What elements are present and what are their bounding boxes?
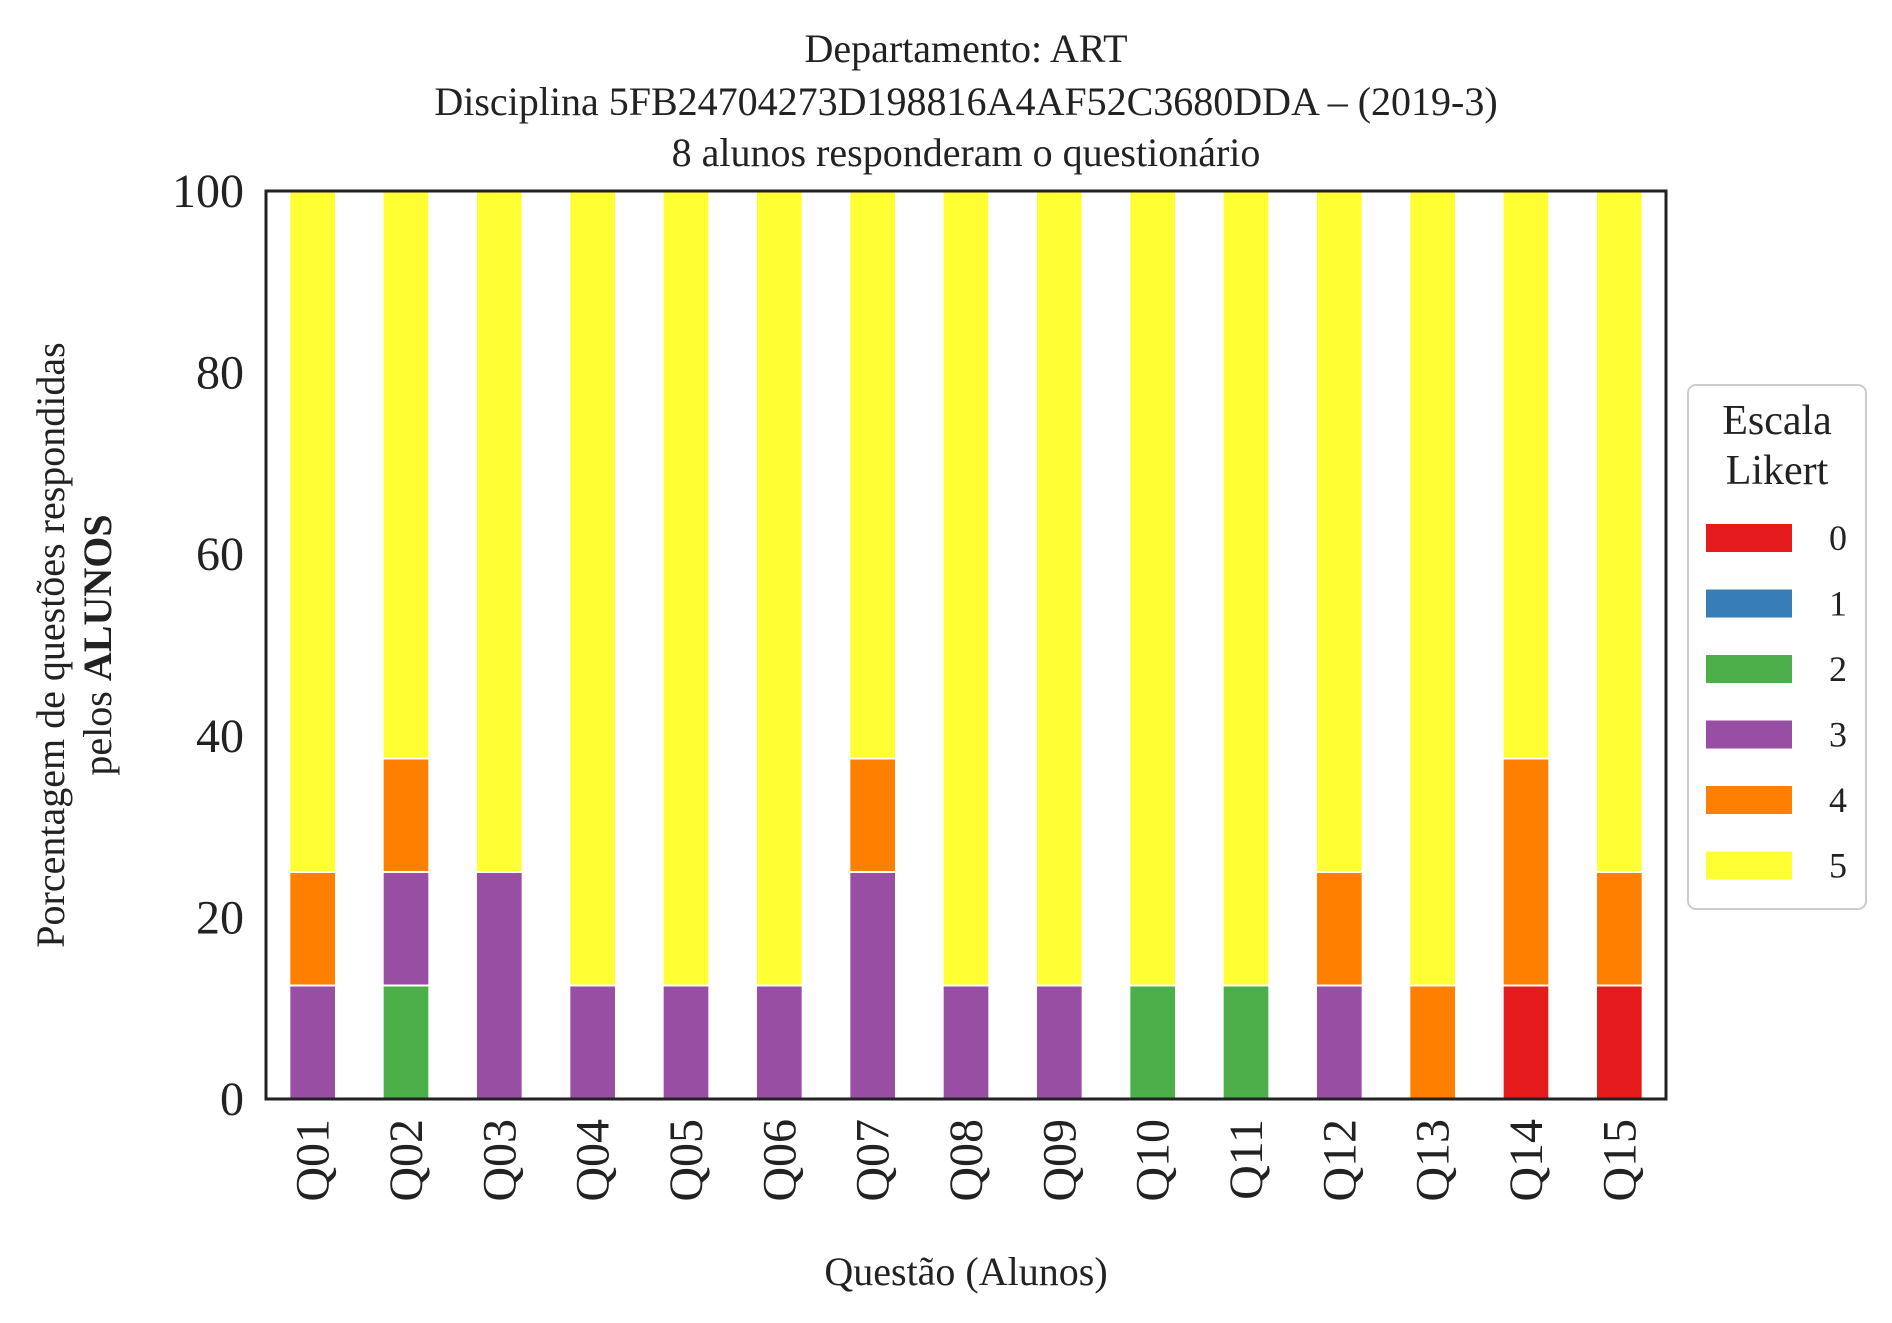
y-axis-label: Porcentagem de questões respondidas pelo… <box>28 342 120 947</box>
legend-swatch-1 <box>1706 589 1792 618</box>
plot-frame <box>264 189 1668 1101</box>
bar-q02-level-4 <box>381 757 431 873</box>
y-tick-label: 80 <box>196 347 244 400</box>
y-tick-label: 60 <box>196 528 244 581</box>
legend-label-0: 0 <box>1829 518 1847 558</box>
bar-q10-level-2 <box>1128 984 1178 1100</box>
legend-swatch-2 <box>1706 655 1792 683</box>
y-tick-label: 20 <box>196 891 244 944</box>
bars-group <box>288 190 1644 1100</box>
bar-q07-level-4 <box>848 757 897 873</box>
bar-q12-level-4 <box>1315 871 1364 987</box>
bar-q01-level-4 <box>288 871 338 987</box>
x-tick-label: Q05 <box>660 1119 713 1202</box>
legend-label-2: 2 <box>1829 649 1847 689</box>
legend-swatch-5 <box>1706 851 1792 880</box>
bar-q10-level-5 <box>1128 190 1178 987</box>
chart-title: Departamento: ART Disciplina 5FB24704273… <box>434 26 1497 175</box>
x-tick-label: Q01 <box>287 1119 340 1202</box>
x-axis-label: Questão (Alunos) <box>824 1249 1107 1294</box>
bar-q08-level-3 <box>941 984 991 1100</box>
x-tick-label: Q02 <box>380 1119 433 1202</box>
y-axis-label-prefix: pelos <box>75 681 120 775</box>
bar-q11-level-5 <box>1221 190 1271 987</box>
chart-title-line-3: 8 alunos responderam o questionário <box>672 130 1261 175</box>
x-axis-ticks: Q01 Q02 Q03 Q04 Q05 Q06 Q07 Q08 Q09 Q10 Q11 Q12 Q13 Q… <box>287 1119 1647 1202</box>
x-tick-label: Q14 <box>1500 1119 1553 1202</box>
legend-frame <box>1687 384 1867 910</box>
bar-q04-level-3 <box>568 984 617 1100</box>
bar-q14-level-0 <box>1501 984 1551 1100</box>
chart-title-line-1: Departamento: ART <box>804 26 1127 71</box>
x-tick-label: Q07 <box>847 1119 900 1202</box>
legend: Escala Likert 0 1 2 3 4 5 <box>1687 384 1867 910</box>
x-tick-label: Q10 <box>1127 1119 1180 1202</box>
bar-q13-level-5 <box>1408 190 1458 987</box>
y-axis-label-line-1: Porcentagem de questões respondidas <box>28 342 73 947</box>
bar-q04-level-5 <box>568 190 617 987</box>
bar-q14-level-5 <box>1501 190 1551 760</box>
bar-q09-level-3 <box>1035 984 1084 1100</box>
bar-q06-level-3 <box>755 984 804 1100</box>
x-tick-label: Q06 <box>753 1119 806 1202</box>
legend-label-5: 5 <box>1829 846 1847 886</box>
bar-q15-level-4 <box>1595 871 1644 987</box>
bar-q05-level-5 <box>661 190 711 987</box>
y-axis-ticks: 0 20 40 60 80 100 <box>172 165 244 1126</box>
y-axis-label-line-2: pelos ALUNOS <box>75 514 120 775</box>
bar-q12-level-3 <box>1315 984 1364 1100</box>
legend-items: 0 1 2 3 4 5 <box>1706 518 1847 886</box>
bar-q06-level-5 <box>755 190 804 987</box>
bar-q07-level-5 <box>848 190 897 760</box>
y-axis-label-bold: ALUNOS <box>75 514 120 681</box>
bar-q07-level-3 <box>848 871 897 1100</box>
x-tick-label: Q12 <box>1313 1119 1366 1202</box>
bar-q08-level-5 <box>941 190 991 987</box>
x-tick-label: Q08 <box>940 1119 993 1202</box>
bar-q14-level-4 <box>1501 757 1551 987</box>
bar-q02-level-3 <box>381 871 431 987</box>
chart-title-line-2: Disciplina 5FB24704273D198816A4AF52C3680… <box>434 79 1497 124</box>
y-tick-label: 0 <box>220 1073 244 1126</box>
legend-title-line-1: Escala <box>1722 398 1832 444</box>
legend-swatch-0 <box>1706 524 1792 552</box>
x-tick-label: Q04 <box>567 1119 620 1202</box>
x-tick-label: Q15 <box>1593 1119 1646 1202</box>
bar-q03-level-3 <box>475 871 524 1100</box>
bar-q15-level-0 <box>1595 984 1644 1100</box>
x-tick-label: Q11 <box>1220 1119 1273 1200</box>
legend-label-3: 3 <box>1829 715 1847 755</box>
bar-q01-level-3 <box>288 984 338 1100</box>
legend-swatch-3 <box>1706 720 1792 749</box>
bar-q02-level-5 <box>381 190 431 760</box>
x-tick-label: Q03 <box>473 1119 526 1202</box>
y-tick-label: 100 <box>172 165 244 218</box>
x-tick-label: Q13 <box>1407 1119 1460 1202</box>
bar-q01-level-5 <box>288 190 338 873</box>
bar-q02-level-2 <box>381 984 431 1100</box>
bar-q09-level-5 <box>1035 190 1084 987</box>
y-tick-label: 40 <box>196 710 244 763</box>
legend-label-4: 4 <box>1829 780 1847 820</box>
legend-label-1: 1 <box>1829 584 1847 624</box>
bar-q15-level-5 <box>1595 190 1644 873</box>
x-tick-label: Q09 <box>1033 1119 1086 1202</box>
bar-q05-level-3 <box>661 984 711 1100</box>
bar-q03-level-5 <box>475 190 524 873</box>
bar-q11-level-2 <box>1221 984 1271 1100</box>
legend-swatch-4 <box>1706 786 1792 814</box>
bar-q12-level-5 <box>1315 190 1364 873</box>
legend-title-line-2: Likert <box>1726 448 1829 494</box>
bar-q13-level-4 <box>1408 984 1458 1100</box>
